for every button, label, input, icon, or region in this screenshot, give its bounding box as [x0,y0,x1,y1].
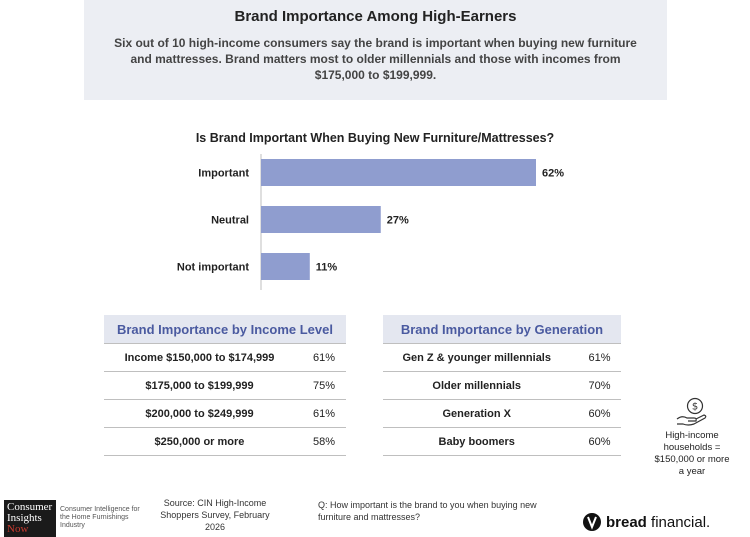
income-table-title: Brand Importance by Income Level [104,315,346,344]
header-banner: Brand Importance Among High-Earners Six … [84,0,667,100]
generation-row-value: 60% [570,427,621,456]
generation-table: Brand Importance by Generation Gen Z & y… [383,315,621,456]
generation-row-label: Gen Z & younger millennials [383,343,571,372]
income-table: Brand Importance by Income Level Income … [104,315,346,456]
income-row: $200,000 to $249,999 61% [104,399,346,428]
value-label: 11% [316,262,338,274]
income-row: $250,000 or more 58% [104,427,346,456]
cin-tagline: Consumer Intelligence for the Home Furni… [60,506,140,529]
cin-logo-line3: Now [7,523,29,535]
cin-logo-line1: Consumer [7,501,53,513]
generation-row-value: 70% [570,371,621,400]
generation-row: Gen Z & younger millennials 61% [383,343,621,372]
income-row-value: 58% [294,427,346,456]
source-note: Source: CIN High-Income Shoppers Survey,… [160,498,270,532]
bread-logo-rest: financial. [646,513,711,531]
bar-chart: Important 62% Neutral 27% Not important 11% [177,154,564,290]
side-note: High-income households = $150,000 or mor… [654,430,730,477]
page-title: Brand Importance Among High-Earners [234,8,517,25]
generation-row: Generation X 60% [383,399,621,428]
bar-1 [261,206,381,233]
bar-0 [261,159,536,186]
income-row-value: 61% [294,399,346,428]
cin-logo-line2: Insights [7,512,42,524]
income-row-label: Income $150,000 to $174,999 [104,343,295,372]
income-row: Income $150,000 to $174,999 61% [104,343,346,372]
generation-row-value: 61% [570,343,621,372]
bread-logo-icon [583,513,601,531]
bread-logo-bold: bread [606,513,647,531]
category-label: Important [198,168,249,180]
income-row-label: $250,000 or more [104,427,295,456]
svg-text:$: $ [692,402,698,413]
generation-row-label: Generation X [383,399,571,428]
bar-2 [261,253,310,280]
hand-coin-icon: $ [676,397,707,426]
generation-row: Baby boomers 60% [383,427,621,456]
generation-row-label: Baby boomers [383,427,571,456]
category-label: Not important [177,262,249,274]
income-row-value: 75% [294,371,346,400]
value-label: 27% [387,215,409,227]
income-row-label: $175,000 to $199,999 [104,371,295,400]
chart-title: Is Brand Important When Buying New Furni… [195,131,555,145]
category-label: Neutral [211,215,249,227]
value-label: 62% [542,168,564,180]
page-subtitle: Six out of 10 high-income consumers say … [114,36,637,82]
income-row-label: $200,000 to $249,999 [104,399,295,428]
bread-financial-logo: bread financial. [582,512,710,532]
generation-table-title: Brand Importance by Generation [383,315,621,344]
cin-logo: Consumer Insights Now [4,500,56,537]
generation-row-value: 60% [570,399,621,428]
generation-row-label: Older millennials [383,371,571,400]
income-row-value: 61% [294,343,346,372]
question-note: Q: How important is the brand to you whe… [318,500,537,522]
generation-row: Older millennials 70% [383,371,621,400]
income-row: $175,000 to $199,999 75% [104,371,346,400]
